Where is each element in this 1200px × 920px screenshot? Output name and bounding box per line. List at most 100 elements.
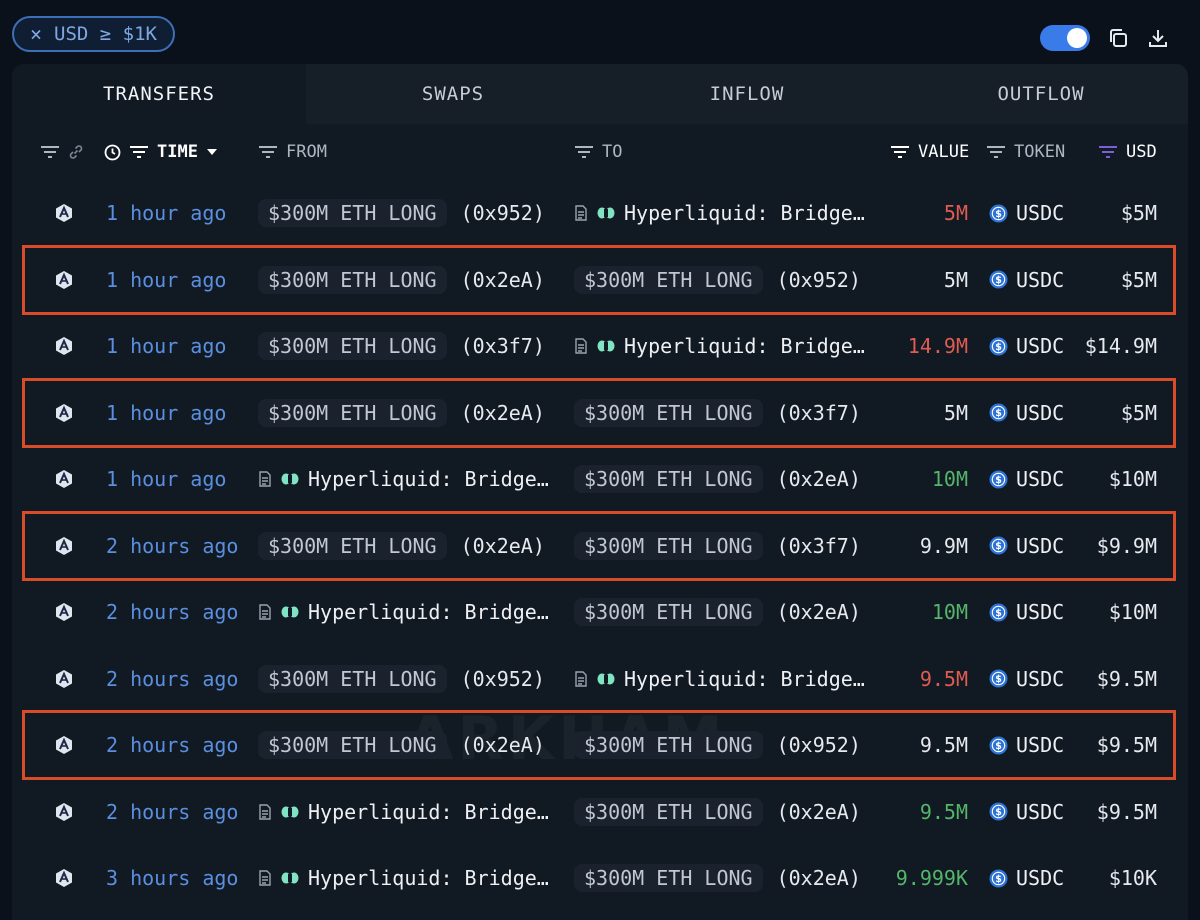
token-cell[interactable]: $ USDC (989, 646, 1064, 713)
to-entity[interactable]: Hyperliquid: Bridge… (574, 201, 865, 225)
arkham-icon[interactable] (54, 313, 74, 380)
tab-inflow[interactable]: INFLOW (600, 64, 894, 124)
usd-column-header[interactable]: USD (1098, 124, 1157, 180)
table-row[interactable]: 1 hour ago $300M ETH LONG (0x2eA) $300M ETH… (12, 380, 1188, 447)
arkham-icon[interactable] (54, 180, 74, 247)
table-row[interactable]: 1 hour ago $300M ETH LONG (0x952) Hyperliqu… (12, 180, 1188, 247)
token-cell[interactable]: $ USDC (989, 579, 1064, 646)
from-address[interactable]: (0x2eA) (460, 400, 545, 425)
table-row[interactable]: 2 hours ago $300M ETH LONG (0x2eA) $300M ET… (12, 513, 1188, 580)
arkham-icon[interactable] (54, 247, 74, 314)
type-filter-header[interactable] (40, 124, 84, 180)
token-cell[interactable]: $ USDC (989, 845, 1064, 912)
view-toggle[interactable] (1040, 25, 1090, 51)
time-link[interactable]: 2 hours ago (106, 533, 239, 558)
time-link[interactable]: 2 hours ago (106, 600, 239, 625)
to-address[interactable]: (0x2eA) (776, 799, 861, 824)
to-address[interactable]: (0x2eA) (776, 866, 861, 891)
usd-filter-chip[interactable]: × USD ≥ $1K (12, 16, 175, 52)
to-column-header[interactable]: TO (574, 124, 622, 180)
to-address[interactable]: (0x3f7) (776, 533, 861, 558)
value-column-header[interactable]: VALUE (890, 124, 969, 180)
token-cell[interactable]: $ USDC (989, 513, 1064, 580)
table-row[interactable]: 2 hours ago $300M ETH LONG (0x952) Hyperliq… (12, 646, 1188, 713)
from-address[interactable]: (0x2eA) (460, 733, 545, 758)
time-link[interactable]: 2 hours ago (106, 733, 239, 758)
from-entity-tag[interactable]: $300M ETH LONG (258, 199, 447, 228)
from-entity[interactable]: Hyperliquid: Bridge… (258, 866, 549, 890)
arkham-icon[interactable] (54, 579, 74, 646)
tab-outflow[interactable]: OUTFLOW (894, 64, 1188, 124)
from-address[interactable]: (0x952) (460, 201, 545, 226)
arkham-icon[interactable] (54, 646, 74, 713)
token-cell[interactable]: $ USDC (989, 380, 1064, 447)
token-cell[interactable]: $ USDC (989, 446, 1064, 513)
from-address[interactable]: (0x2eA) (460, 533, 545, 558)
from-address[interactable]: (0x3f7) (460, 334, 545, 359)
time-link[interactable]: 1 hour ago (106, 334, 227, 359)
close-icon[interactable]: × (30, 22, 43, 46)
download-icon[interactable] (1146, 26, 1170, 50)
token-cell[interactable]: $ USDC (989, 180, 1064, 247)
to-entity-tag[interactable]: $300M ETH LONG (574, 598, 763, 627)
table-row[interactable]: 1 hour ago $300M ETH LONG (0x2eA) $300M ETH… (12, 247, 1188, 314)
to-entity-tag[interactable]: $300M ETH LONG (574, 864, 763, 893)
time-link[interactable]: 3 hours ago (106, 866, 239, 891)
tab-transfers[interactable]: TRANSFERS (12, 64, 306, 124)
to-entity-tag[interactable]: $300M ETH LONG (574, 797, 763, 826)
token-header-label: TOKEN (1014, 142, 1066, 162)
arkham-icon[interactable] (54, 845, 74, 912)
from-column-header[interactable]: FROM (258, 124, 327, 180)
to-entity-tag[interactable]: $300M ETH LONG (574, 398, 763, 427)
to-entity-tag[interactable]: $300M ETH LONG (574, 465, 763, 494)
from-entity-tag[interactable]: $300M ETH LONG (258, 265, 447, 294)
arkham-icon[interactable] (54, 380, 74, 447)
time-link[interactable]: 1 hour ago (106, 267, 227, 292)
table-row[interactable]: 1 hour ago $300M ETH LONG (0x3f7) Hyperliqu… (12, 313, 1188, 380)
token-cell[interactable]: $ USDC (989, 712, 1064, 779)
time-link[interactable]: 1 hour ago (106, 400, 227, 425)
time-link[interactable]: 2 hours ago (106, 666, 239, 691)
token-cell[interactable]: $ USDC (989, 313, 1064, 380)
from-entity-tag[interactable]: $300M ETH LONG (258, 664, 447, 693)
arkham-icon[interactable] (54, 513, 74, 580)
arkham-icon[interactable] (54, 712, 74, 779)
copy-icon[interactable] (1106, 26, 1130, 50)
from-entity-tag[interactable]: $300M ETH LONG (258, 398, 447, 427)
token-cell[interactable]: $ USDC (989, 779, 1064, 846)
from-address[interactable]: (0x952) (460, 666, 545, 691)
from-entity-tag[interactable]: $300M ETH LONG (258, 332, 447, 361)
from-cell: $300M ETH LONG (0x2eA) (258, 247, 545, 314)
arkham-icon[interactable] (54, 779, 74, 846)
to-address[interactable]: (0x2eA) (776, 467, 861, 492)
to-entity-tag[interactable]: $300M ETH LONG (574, 531, 763, 560)
time-link[interactable]: 1 hour ago (106, 201, 227, 226)
token-cell[interactable]: $ USDC (989, 247, 1064, 314)
to-entity-tag[interactable]: $300M ETH LONG (574, 731, 763, 760)
from-entity[interactable]: Hyperliquid: Bridge… (258, 467, 549, 491)
time-link[interactable]: 1 hour ago (106, 467, 227, 492)
from-address[interactable]: (0x2eA) (460, 267, 545, 292)
table-row[interactable]: 2 hours ago Hyperliquid: Bridge… $300M ETH… (12, 779, 1188, 846)
to-entity-tag[interactable]: $300M ETH LONG (574, 265, 763, 294)
from-entity[interactable]: Hyperliquid: Bridge… (258, 600, 549, 624)
to-address[interactable]: (0x952) (776, 733, 861, 758)
from-entity-tag[interactable]: $300M ETH LONG (258, 731, 447, 760)
from-entity[interactable]: Hyperliquid: Bridge… (258, 800, 549, 824)
to-address[interactable]: (0x3f7) (776, 400, 861, 425)
table-row[interactable]: 2 hours ago Hyperliquid: Bridge… $300M ETH… (12, 579, 1188, 646)
from-entity-tag[interactable]: $300M ETH LONG (258, 531, 447, 560)
time-column-header[interactable]: TIME (104, 124, 218, 180)
to-cell: $300M ETH LONG (0x952) (574, 247, 861, 314)
to-address[interactable]: (0x2eA) (776, 600, 861, 625)
table-row[interactable]: 2 hours ago $300M ETH LONG (0x2eA) $300M ET… (12, 712, 1188, 779)
table-row[interactable]: 1 hour ago Hyperliquid: Bridge… $300M ETH … (12, 446, 1188, 513)
tab-swaps[interactable]: SWAPS (306, 64, 600, 124)
table-row[interactable]: 3 hours ago Hyperliquid: Bridge… $300M ETH… (12, 845, 1188, 912)
to-entity[interactable]: Hyperliquid: Bridge… (574, 667, 865, 691)
to-entity[interactable]: Hyperliquid: Bridge… (574, 334, 865, 358)
to-address[interactable]: (0x952) (776, 267, 861, 292)
time-link[interactable]: 2 hours ago (106, 799, 239, 824)
arkham-icon[interactable] (54, 446, 74, 513)
token-column-header[interactable]: TOKEN (986, 124, 1065, 180)
